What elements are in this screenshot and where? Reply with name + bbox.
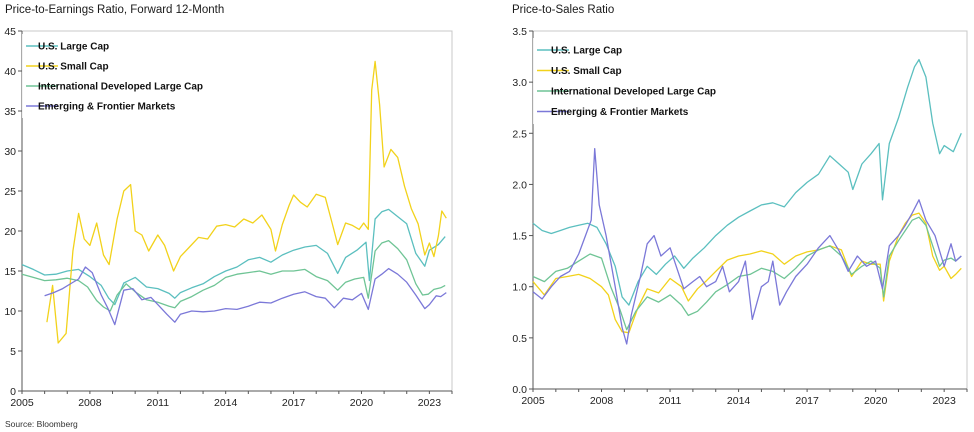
y-tick-label: 10 xyxy=(4,306,16,318)
y-tick-label: 15 xyxy=(4,266,16,278)
series-line-u-s-large-cap xyxy=(532,58,962,306)
pe-ratio-chart: 0 5 10 15 20 25 30 35 40 45 2005 2008 2011 2014 2017 20… xyxy=(4,26,453,409)
series-line-u-s-small-cap xyxy=(532,212,962,334)
chart-title: Price-to-Earnings Ratio, Forward 12-Mont… xyxy=(5,4,225,16)
legend-label: International Developed Large Cap xyxy=(551,87,716,98)
x-tick-label: 2014 xyxy=(214,397,238,409)
legend-label: U.S. Large Cap xyxy=(551,46,622,57)
y-tick-label: 1.5 xyxy=(512,231,527,243)
y-tick-label: 5 xyxy=(10,346,16,358)
series-line-emerging-frontier-markets xyxy=(532,147,962,345)
ps-ratio-chart: 0.0 0.5 1.0 1.5 2.0 2.5 3.0 3.5 2005 2008 2011 2014… xyxy=(512,26,968,407)
series-line-u-s-small-cap xyxy=(46,60,447,344)
x-tick-label: 2011 xyxy=(659,395,682,407)
x-tick-label: 2008 xyxy=(78,397,102,409)
ps-ratio-chart-panel: Price-to-Sales Ratio 0.0 0.5 1.0 1.5 2.0 2.5 3… xyxy=(508,0,974,420)
legend-background xyxy=(533,38,733,124)
x-tick-label: 2020 xyxy=(350,397,374,409)
series-line-international-developed-large-cap xyxy=(21,239,446,312)
x-tick-label: 2023 xyxy=(932,395,956,407)
y-tick-label: 0 xyxy=(10,386,16,398)
y-tick-label: 30 xyxy=(4,146,16,158)
y-tick-label: 2.0 xyxy=(512,179,527,191)
x-tick-label: 2008 xyxy=(590,395,614,407)
x-tick-label: 2005 xyxy=(521,395,545,407)
source-note: Source: Bloomberg xyxy=(5,419,78,429)
legend-label: Emerging & Frontier Markets xyxy=(551,107,689,118)
legend-label: U.S. Large Cap xyxy=(38,42,109,53)
y-tick-label: 45 xyxy=(4,26,16,38)
legend-label: U.S. Small Cap xyxy=(38,62,109,73)
y-tick-label: 20 xyxy=(4,226,16,238)
series-line-emerging-frontier-markets xyxy=(44,266,447,326)
legend-label: U.S. Small Cap xyxy=(551,66,622,77)
y-tick-label: 1.0 xyxy=(512,282,527,294)
x-tick-label: 2014 xyxy=(727,395,751,407)
series-line-u-s-large-cap xyxy=(21,208,446,306)
x-tick-label: 2017 xyxy=(282,397,306,409)
series-line-international-developed-large-cap xyxy=(532,216,962,331)
chart-title: Price-to-Sales Ratio xyxy=(512,4,615,16)
y-tick-label: 2.5 xyxy=(512,128,527,140)
y-tick-label: 0.5 xyxy=(512,333,527,345)
x-tick-label: 2023 xyxy=(418,397,442,409)
y-tick-label: 0.0 xyxy=(512,384,527,396)
y-tick-label: 3.5 xyxy=(512,26,527,38)
y-tick-label: 25 xyxy=(4,186,16,198)
x-tick-label: 2005 xyxy=(10,397,34,409)
x-tick-label: 2011 xyxy=(146,397,169,409)
x-tick-label: 2017 xyxy=(795,395,819,407)
y-tick-label: 35 xyxy=(4,106,16,118)
legend-label: International Developed Large Cap xyxy=(38,82,203,93)
legend-label: Emerging & Frontier Markets xyxy=(38,102,176,113)
x-tick-label: 2020 xyxy=(864,395,888,407)
y-tick-label: 40 xyxy=(4,66,16,78)
pe-ratio-chart-panel: Price-to-Earnings Ratio, Forward 12-Mont… xyxy=(0,0,470,429)
y-tick-label: 3.0 xyxy=(512,77,527,89)
legend-background xyxy=(22,34,222,118)
